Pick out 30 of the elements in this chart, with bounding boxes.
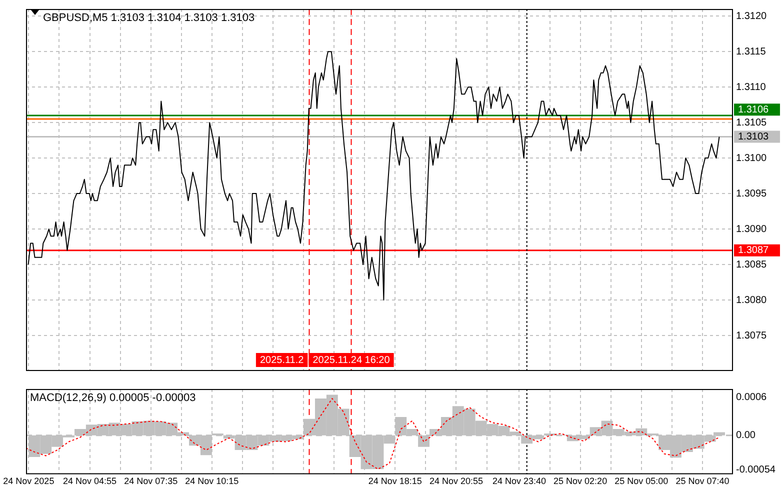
- x-tick-label: 25 Nov 07:40: [676, 476, 730, 486]
- x-tick-label: 24 Nov 04:55: [62, 476, 117, 486]
- ref-line-label: 2025.11.2: [260, 354, 304, 366]
- y-tick-label: -0.00054: [736, 464, 776, 476]
- ref-line-label: 1.3103: [738, 132, 770, 143]
- y-tick-label: 1.3080: [736, 294, 768, 306]
- chart-title: GBPUSD,M5 1.3103 1.3104 1.3103 1.3103: [43, 12, 255, 24]
- y-tick-label: 1.3085: [736, 259, 768, 270]
- y-tick-label: 1.3110: [736, 82, 766, 93]
- x-tick-label: 24 Nov 07:35: [124, 476, 178, 486]
- ref-line-label: 1.3087: [738, 245, 770, 256]
- ref-line-label: 1.3106: [738, 104, 770, 116]
- x-tick-label: 24 Nov 18:15: [368, 476, 422, 486]
- y-tick-label: 1.3100: [736, 152, 768, 164]
- y-tick-label: 0.0006: [736, 392, 768, 404]
- y-tick-label: 1.3105: [736, 117, 768, 128]
- x-tick-label: 24 Nov 2025: [3, 476, 54, 486]
- y-tick-label: 1.3095: [736, 188, 768, 200]
- x-tick-label: 24 Nov 20:55: [429, 476, 484, 486]
- y-tick-label: 1.3075: [736, 330, 768, 342]
- y-tick-label: 1.3090: [736, 224, 768, 235]
- ref-line-label: 2025.11.24 16:20: [312, 354, 390, 366]
- x-tick-label: 25 Nov 05:00: [614, 476, 668, 486]
- y-tick-label: 0.00: [736, 430, 756, 442]
- chart-title: MACD(12,26,9) 0.00005 -0.00003: [30, 392, 196, 404]
- x-tick-label: 24 Nov 10:15: [185, 476, 239, 486]
- y-tick-label: 1.3115: [736, 46, 766, 58]
- x-tick-label: 24 Nov 23:40: [492, 476, 546, 486]
- x-tick-label: 25 Nov 02:20: [554, 476, 608, 486]
- y-tick-label: 1.3120: [736, 10, 768, 22]
